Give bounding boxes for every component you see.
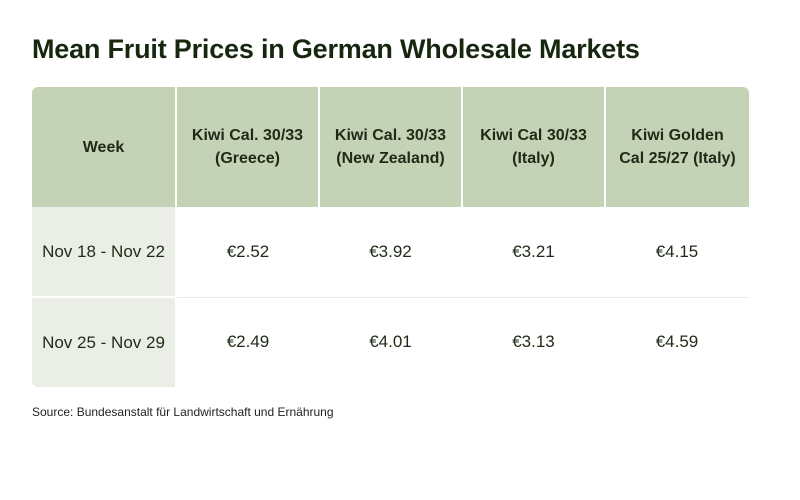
table-header-row: Week Kiwi Cal. 30/33 (Greece) Kiwi Cal. … xyxy=(32,87,749,207)
price-cell: €4.15 xyxy=(605,207,749,298)
price-cell: €3.21 xyxy=(462,207,605,298)
source-note: Source: Bundesanstalt für Landwirtschaft… xyxy=(32,405,334,419)
column-header-kiwi-greece: Kiwi Cal. 30/33 (Greece) xyxy=(176,87,320,207)
price-table: Week Kiwi Cal. 30/33 (Greece) Kiwi Cal. … xyxy=(32,87,749,387)
price-cell: €4.01 xyxy=(319,297,462,387)
chart-title: Mean Fruit Prices in German Wholesale Ma… xyxy=(32,34,640,64)
column-header-kiwi-italy: Kiwi Cal 30/33 (Italy) xyxy=(462,87,606,207)
price-cell: €2.49 xyxy=(176,297,319,387)
price-cell: €3.92 xyxy=(319,207,462,298)
table-row: Nov 18 - Nov 22 €2.52 €3.92 €3.21 €4.15 xyxy=(32,207,749,298)
column-header-kiwi-golden-italy: Kiwi Golden Cal 25/27 (Italy) xyxy=(605,87,749,207)
price-cell: €3.13 xyxy=(462,297,605,387)
week-cell: Nov 25 - Nov 29 xyxy=(32,297,177,387)
price-cell: €4.59 xyxy=(605,297,749,387)
table-row: Nov 25 - Nov 29 €2.49 €4.01 €3.13 €4.59 xyxy=(32,297,749,387)
price-cell: €2.52 xyxy=(176,207,319,298)
price-table-container: Week Kiwi Cal. 30/33 (Greece) Kiwi Cal. … xyxy=(32,87,749,387)
week-cell: Nov 18 - Nov 22 xyxy=(32,207,177,298)
column-header-week: Week xyxy=(32,87,177,207)
column-header-kiwi-new-zealand: Kiwi Cal. 30/33 (New Zealand) xyxy=(319,87,463,207)
